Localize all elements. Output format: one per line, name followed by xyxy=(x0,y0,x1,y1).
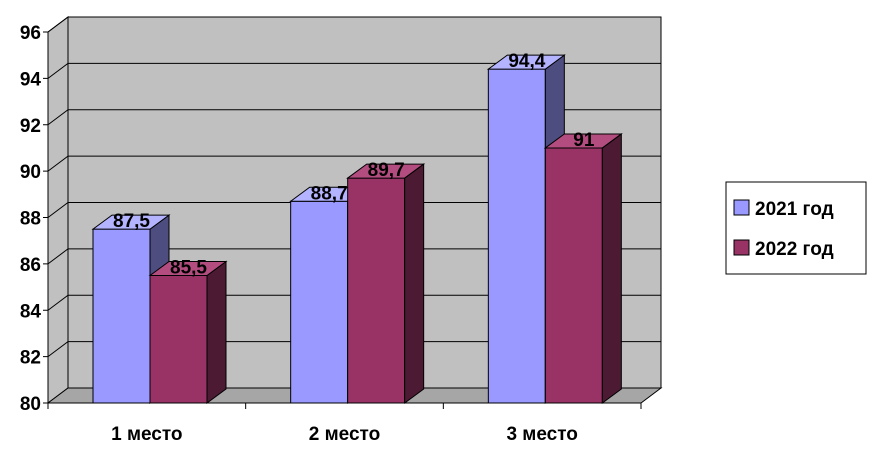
x-category-label: 2 место xyxy=(309,424,380,444)
data-label: 88,7 xyxy=(311,183,348,204)
legend-swatch-1 xyxy=(734,200,749,215)
bar-front-1-2 xyxy=(291,201,348,403)
data-label: 89,7 xyxy=(368,160,405,181)
legend-label-2: 2022 год xyxy=(755,239,834,260)
y-tick-label: 88 xyxy=(20,209,41,230)
y-tick-label: 96 xyxy=(20,23,41,44)
legend-box xyxy=(726,182,866,274)
y-tick-label: 84 xyxy=(20,301,42,322)
bar-front-1-3 xyxy=(488,69,545,403)
y-tick-label: 90 xyxy=(20,162,41,183)
y-tick-label: 94 xyxy=(20,69,42,90)
y-tick-label: 86 xyxy=(20,255,41,276)
bar-side-2-2 xyxy=(405,164,424,403)
x-category-label: 1 место xyxy=(111,424,182,444)
bar-front-2-1 xyxy=(150,275,207,403)
data-label: 87,5 xyxy=(113,211,150,232)
bar-front-2-2 xyxy=(348,178,405,403)
x-category-label: 3 место xyxy=(506,424,577,444)
legend-label-1: 2021 год xyxy=(755,199,834,220)
data-label: 91 xyxy=(573,130,595,151)
bar-side-2-3 xyxy=(602,134,621,403)
data-label: 94,4 xyxy=(508,51,545,72)
y-tick-label: 82 xyxy=(20,348,41,369)
bar-front-1-1 xyxy=(93,229,150,403)
y-tick-label: 92 xyxy=(20,116,41,137)
legend-swatch-2 xyxy=(734,240,749,255)
y-tick-label: 80 xyxy=(20,394,41,415)
bar-side-2-1 xyxy=(207,261,226,403)
bar-front-2-3 xyxy=(545,148,602,403)
data-label: 85,5 xyxy=(170,257,207,278)
